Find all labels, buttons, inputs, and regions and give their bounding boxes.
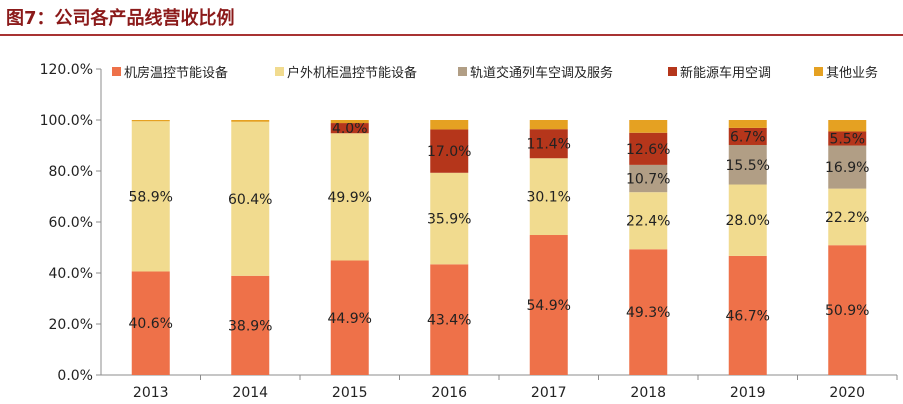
bar-segment <box>629 192 668 250</box>
bar-segment <box>728 144 767 185</box>
legend-item: 户外机柜温控节能设备 <box>275 65 417 81</box>
bar-segment <box>529 158 568 236</box>
data-label: 44.9% <box>328 311 372 327</box>
bar-segment <box>330 123 369 134</box>
y-tick-label: 100.0% <box>40 113 93 129</box>
data-label: 49.9% <box>328 190 372 206</box>
data-label: 54.9% <box>527 298 571 314</box>
title-divider <box>0 34 903 36</box>
data-label: 28.0% <box>726 213 770 229</box>
data-label: 11.4% <box>527 137 571 153</box>
data-label: 22.4% <box>626 214 670 230</box>
legend-label: 户外机柜温控节能设备 <box>287 65 417 81</box>
data-label: 30.1% <box>527 190 571 206</box>
data-label: 22.2% <box>825 210 869 226</box>
legend-item: 机房温控节能设备 <box>112 65 228 81</box>
legend-label: 机房温控节能设备 <box>124 65 228 81</box>
legend-label: 轨道交通列车空调及服务 <box>470 65 613 81</box>
y-tick-label: 40.0% <box>49 266 93 282</box>
data-label: 35.9% <box>427 212 471 228</box>
bar-segment <box>728 120 767 128</box>
data-label: 4.0% <box>332 121 368 137</box>
data-label: 40.6% <box>129 316 173 332</box>
x-tick-label: 2020 <box>829 385 865 401</box>
data-label: 43.4% <box>427 313 471 329</box>
legend-swatch <box>112 67 121 76</box>
data-label: 60.4% <box>228 192 272 208</box>
legend-swatch <box>458 67 467 76</box>
legend-label: 新能源车用空调 <box>680 65 771 81</box>
bar-segment <box>330 133 369 261</box>
bar-segment <box>629 132 668 165</box>
bar-segment <box>629 164 668 193</box>
bar-segment <box>529 235 568 375</box>
y-tick-label: 20.0% <box>49 317 93 333</box>
bar-segment <box>828 120 867 132</box>
bar-segment <box>828 245 867 375</box>
y-tick-label: 120.0% <box>40 62 93 78</box>
data-label: 46.7% <box>726 308 770 324</box>
data-label: 5.5% <box>829 131 865 147</box>
x-tick-label: 2014 <box>232 385 268 401</box>
legend-item: 新能源车用空调 <box>668 65 771 81</box>
bar-segment <box>430 120 469 130</box>
bar-segment <box>231 275 270 375</box>
bar-segment <box>430 129 469 173</box>
bar-segment <box>231 121 270 276</box>
bar-segment <box>728 184 767 256</box>
bar-segment <box>728 255 767 375</box>
data-label: 17.0% <box>427 144 471 160</box>
data-label: 6.7% <box>730 129 766 145</box>
data-label: 58.9% <box>129 189 173 205</box>
x-tick-label: 2018 <box>630 385 666 401</box>
bar-segment <box>131 271 170 375</box>
legend-item: 轨道交通列车空调及服务 <box>458 65 613 81</box>
bar-segment <box>529 120 568 130</box>
legend-swatch <box>668 67 677 76</box>
bar-segment <box>231 120 270 122</box>
bar-segment <box>828 131 867 146</box>
data-label: 15.5% <box>726 158 770 174</box>
chart-bars: 40.6% 58.9% 38.9% 60.4% 44.9% 49.9% 4.0% 43.4% 3… <box>129 120 869 375</box>
figure-title: 图7：公司各产品线营收比例 <box>6 8 235 29</box>
y-tick-label: 60.0% <box>49 215 93 231</box>
bar-segment <box>828 145 867 189</box>
chart-legend: 机房温控节能设备 户外机柜温控节能设备 轨道交通列车空调及服务 新能源车用空调 其他业务 <box>112 65 878 81</box>
legend-item: 其他业务 <box>814 65 878 81</box>
bar-segment <box>330 120 369 124</box>
bar-segment <box>430 264 469 375</box>
bar-segment <box>828 188 867 246</box>
bar-segment <box>430 172 469 265</box>
chart-axes: 0.0% 20.0% 40.0% 60.0% 80.0% 100.0% 120.0% 2013… <box>40 62 898 401</box>
y-tick-label: 80.0% <box>49 164 93 180</box>
y-tick-label: 0.0% <box>57 368 93 384</box>
legend-label: 其他业务 <box>826 65 878 81</box>
bar-segment <box>629 120 668 133</box>
data-label: 16.9% <box>825 160 869 176</box>
x-tick-label: 2013 <box>133 385 169 401</box>
legend-swatch <box>275 67 284 76</box>
legend-swatch <box>814 67 823 76</box>
x-tick-label: 2019 <box>730 385 766 401</box>
bar-segment <box>330 260 369 375</box>
bar-segment <box>529 129 568 159</box>
data-label: 12.6% <box>626 142 670 158</box>
data-label: 50.9% <box>825 303 869 319</box>
bar-segment <box>131 120 170 122</box>
x-tick-label: 2017 <box>531 385 567 401</box>
bar-segment <box>629 249 668 375</box>
x-tick-label: 2015 <box>332 385 368 401</box>
bar-segment <box>131 121 170 272</box>
data-label: 38.9% <box>228 318 272 334</box>
x-tick-label: 2016 <box>431 385 467 401</box>
bar-segment <box>728 127 767 145</box>
data-label: 10.7% <box>626 172 670 188</box>
data-label: 49.3% <box>626 305 670 321</box>
